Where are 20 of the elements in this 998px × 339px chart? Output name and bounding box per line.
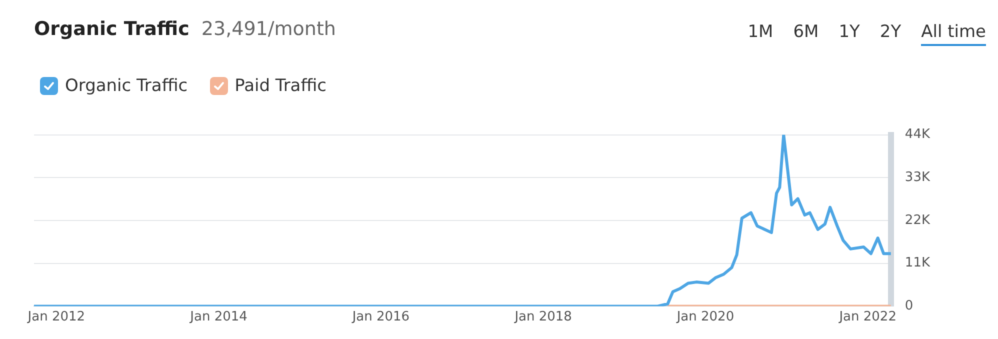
x-tick-label: Jan 2022 <box>838 309 896 324</box>
y-tick-label: 33K <box>904 170 930 186</box>
legend-label: Organic Traffic <box>65 76 188 96</box>
text: 2Y <box>880 22 902 44</box>
x-tick-label: Jan 2012 <box>26 309 86 324</box>
legend-label: Paid Traffic <box>234 76 327 96</box>
x-tick-label: Jan 2018 <box>514 309 572 324</box>
text: 1M <box>748 22 774 44</box>
chart-title: Organic Traffic <box>34 18 190 40</box>
y-tick-label: 11K <box>904 256 930 271</box>
text: 6M <box>793 22 819 44</box>
y-tick-label: 0 <box>904 298 914 314</box>
chart-subtitle: 23,491/month <box>201 18 336 40</box>
y-tick-label: 22K <box>904 212 930 228</box>
x-tick-label: Jan 2016 <box>351 309 410 324</box>
x-tick-label: Jan 2020 <box>676 309 734 324</box>
text: All time <box>921 22 986 46</box>
y-tick-label: 44K <box>904 127 930 142</box>
x-tick-label: Jan 2014 <box>189 309 248 324</box>
text: 1Y <box>838 22 860 44</box>
